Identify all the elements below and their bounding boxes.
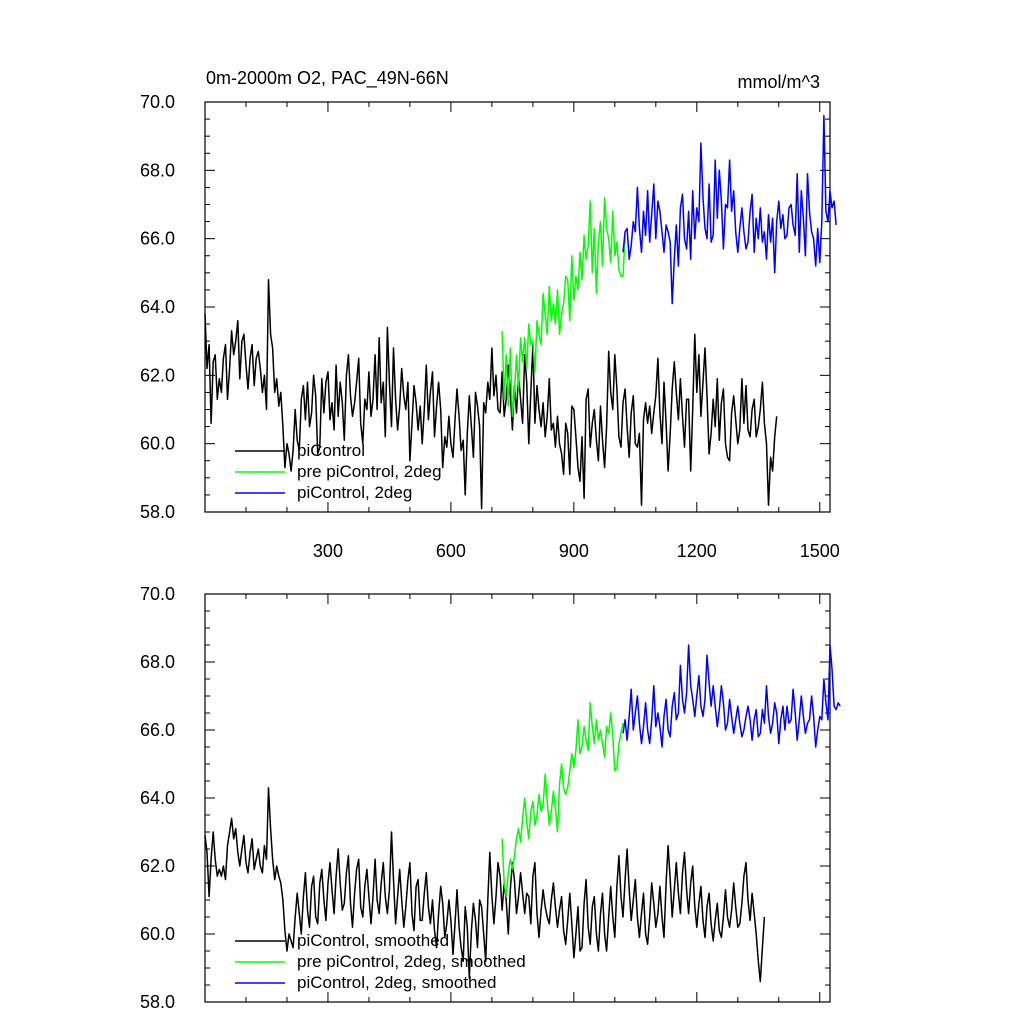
legend-label: piControl: [297, 441, 365, 460]
x-tick-label: 300: [313, 541, 343, 561]
x-tick-label: 900: [559, 541, 589, 561]
y-tick-label: 60.0: [140, 434, 175, 454]
series-line: [622, 114, 837, 305]
y-tick-label: 64.0: [140, 788, 175, 808]
y-tick-label: 68.0: [140, 160, 175, 180]
panel-2-plot: 58.0 60.0 62.0 64.0 66.0 68.0 70.0 piControl, s…: [140, 584, 841, 1012]
y-tick-label: 64.0: [140, 297, 175, 317]
y-tick-label: 58.0: [140, 502, 175, 522]
y-tick-label: 68.0: [140, 652, 175, 672]
legend-label: pre piControl, 2deg: [297, 462, 442, 481]
y-tick-label: 66.0: [140, 720, 175, 740]
legend-label: piControl, 2deg: [297, 483, 412, 502]
legend-label: piControl, 2deg, smoothed: [297, 973, 496, 992]
panel-1-units: mmol/m^3: [738, 72, 820, 92]
y-tick-label: 70.0: [140, 92, 175, 112]
x-tick-label: 600: [436, 541, 466, 561]
y-tick-label: 58.0: [140, 992, 175, 1012]
panel-1-title: 0m-2000m O2, PAC_49N-66N: [206, 68, 449, 89]
legend-label: piControl, smoothed: [297, 931, 449, 950]
y-tick-label: 70.0: [140, 584, 175, 604]
y-tick-label: 66.0: [140, 229, 175, 249]
legend-label: pre piControl, 2deg, smoothed: [297, 952, 526, 971]
series-line: [204, 787, 766, 983]
series-line: [622, 644, 841, 748]
y-tick-label: 62.0: [140, 856, 175, 876]
series-line: [501, 702, 624, 898]
x-tick-label: 1200: [677, 541, 717, 561]
x-tick-label: 1500: [800, 541, 840, 561]
y-tick-label: 60.0: [140, 924, 175, 944]
series-line: [501, 196, 626, 418]
y-tick-label: 62.0: [140, 365, 175, 385]
panel-1-plot: 58.0 60.0 62.0 64.0 66.0 68.0 70.0 300 600 900 120…: [140, 92, 840, 561]
series-line: [204, 278, 778, 510]
